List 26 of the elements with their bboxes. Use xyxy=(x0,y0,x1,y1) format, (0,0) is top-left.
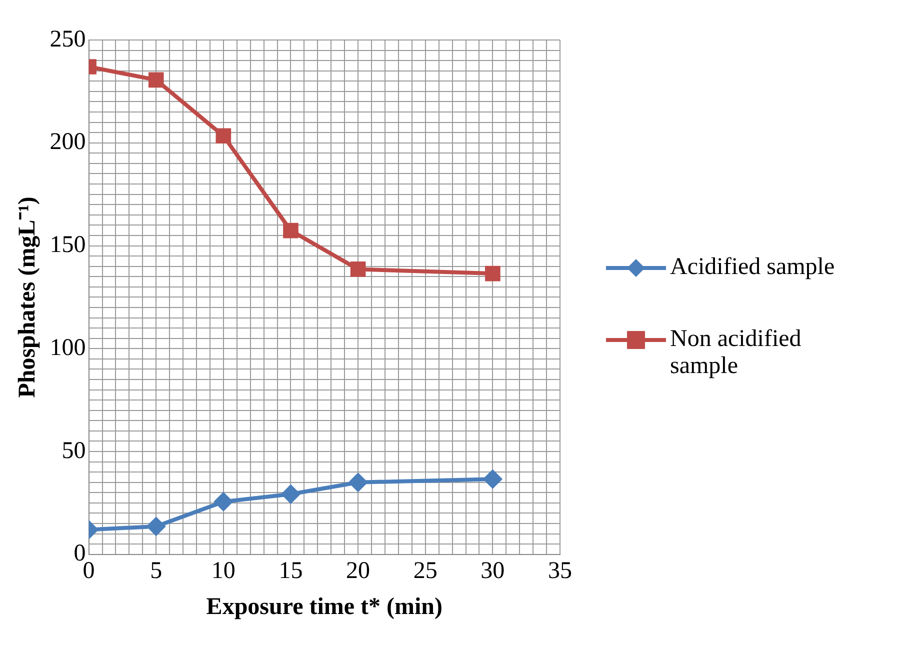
point xyxy=(350,262,366,277)
y-tick-label: 50 xyxy=(62,438,86,464)
y-tick-label: 150 xyxy=(50,232,86,258)
y-axis-title: Phosphates (mgL⁻¹) xyxy=(14,196,41,398)
legend-label: Acidified sample xyxy=(670,254,835,281)
point xyxy=(484,470,502,488)
y-tick-label: 250 xyxy=(50,26,86,52)
x-axis-title: Exposure time t* (min) xyxy=(206,594,442,620)
point xyxy=(282,485,300,504)
y-tick-label: 100 xyxy=(50,334,86,361)
point xyxy=(283,222,298,238)
x-tick-label: 5 xyxy=(150,558,162,584)
x-tick-label: 35 xyxy=(548,558,572,584)
x-tick-label: 15 xyxy=(278,558,303,584)
point xyxy=(216,128,232,144)
y-tick-label: 200 xyxy=(50,129,86,156)
x-tick-label: 10 xyxy=(211,558,236,584)
x-tick-label: 20 xyxy=(346,558,370,584)
x-tick-label: 30 xyxy=(480,558,505,584)
x-tick-label: 25 xyxy=(413,558,438,584)
point xyxy=(214,492,232,511)
point xyxy=(148,72,164,88)
point xyxy=(485,266,500,282)
legend-label: Non acidified sample xyxy=(670,326,802,380)
point xyxy=(147,517,166,536)
point xyxy=(349,473,368,492)
